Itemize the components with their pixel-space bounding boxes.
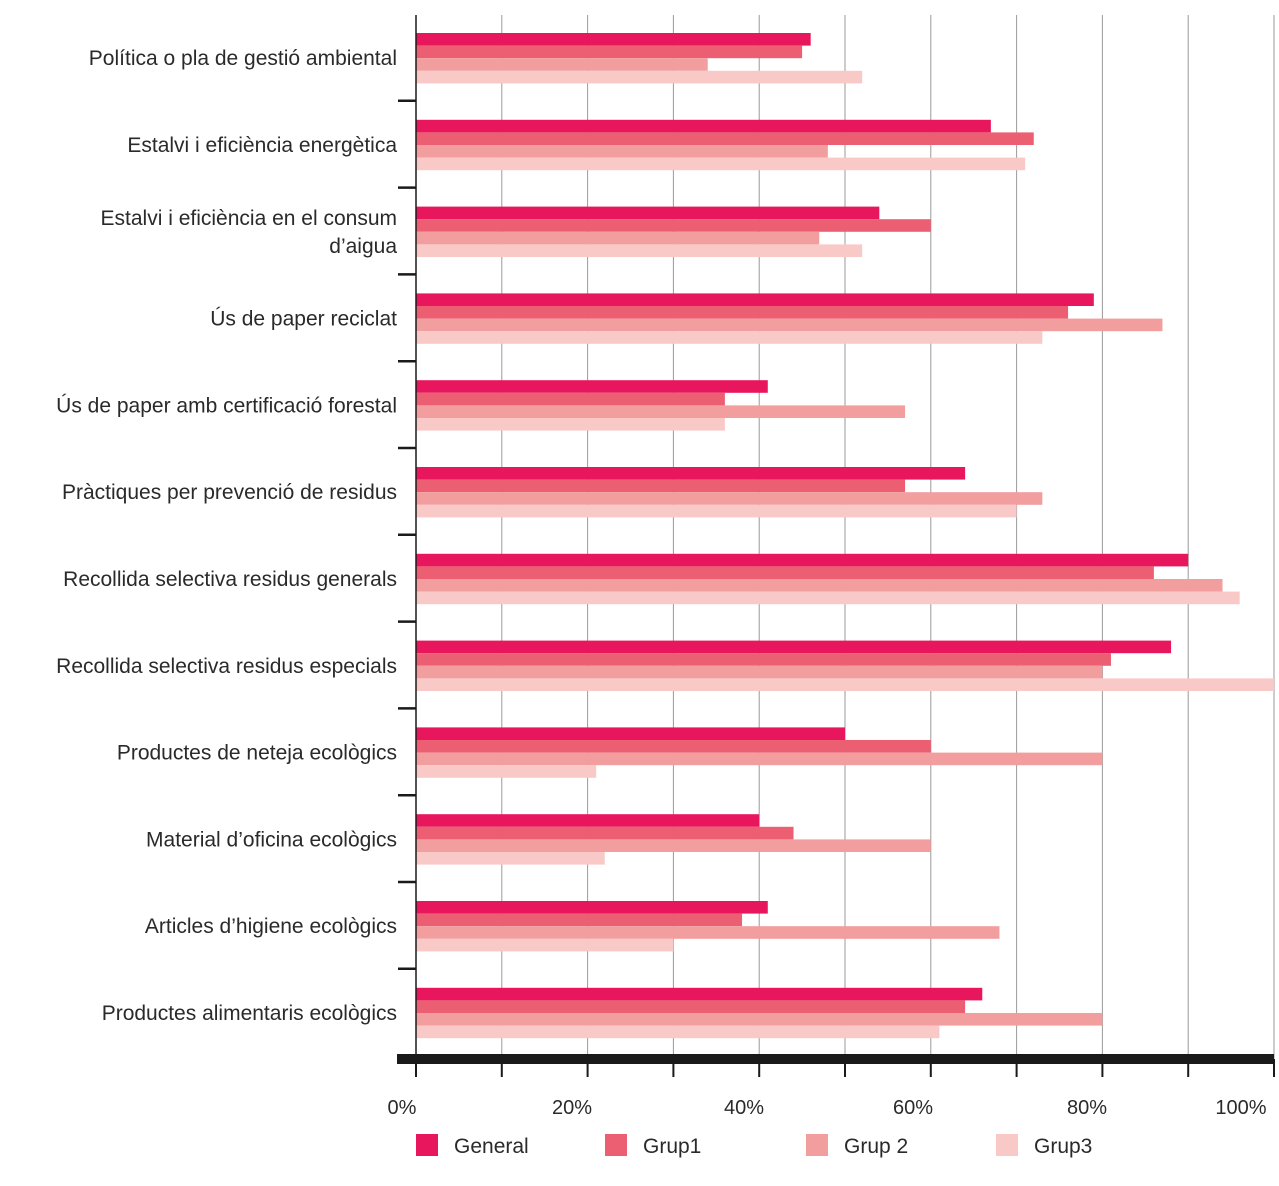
bars	[416, 33, 1274, 1039]
bar	[416, 219, 931, 232]
x-tick-label: 100%	[1215, 1097, 1266, 1119]
x-tick-label: 0%	[388, 1097, 417, 1119]
category-label: Recollida selectiva residus generals	[63, 568, 397, 591]
bar	[416, 206, 880, 220]
category-label: Pràctiques per prevenció de residus	[62, 481, 397, 504]
bar	[416, 380, 768, 393]
bar	[416, 640, 1172, 654]
bar	[416, 231, 820, 245]
category-label: Articles d’higiene ecològics	[145, 915, 397, 938]
bar	[416, 392, 725, 406]
bar	[416, 901, 768, 914]
bar	[416, 504, 1017, 518]
legend-swatch	[416, 1134, 438, 1156]
bar	[416, 839, 931, 852]
bar	[416, 70, 863, 84]
bar	[416, 145, 828, 158]
bar	[416, 566, 1154, 579]
x-tick-labels: 0% 20% 40% 60% 80% 100%	[388, 1097, 1267, 1119]
bar	[416, 405, 906, 418]
bar	[416, 987, 983, 1001]
bar	[416, 119, 991, 133]
bar	[416, 331, 1043, 344]
category-labels: Política o pla de gestió ambiental Estalv…	[56, 47, 397, 1025]
bar	[416, 826, 794, 840]
bar	[416, 1013, 1103, 1026]
category-label: Material d’oficina ecològics	[146, 828, 397, 851]
bar	[416, 306, 1069, 319]
category-label: Ús de paper amb certificació forestal	[56, 394, 397, 417]
category-label: Recollida selectiva residus especials	[56, 655, 397, 678]
bar	[416, 814, 760, 827]
bar	[416, 938, 674, 952]
legend-label: Grup3	[1034, 1135, 1092, 1158]
bar	[416, 926, 1000, 939]
bar	[416, 765, 597, 778]
category-label: Productes de neteja ecològics	[117, 742, 397, 765]
category-label: Estalvi i eficiència energètica	[127, 134, 397, 157]
legend-label: Grup 2	[844, 1135, 908, 1158]
bar	[416, 727, 845, 740]
grid-lines	[501, 15, 1275, 1059]
bar	[416, 33, 811, 46]
bar	[416, 318, 1163, 332]
legend-swatch	[806, 1134, 828, 1156]
x-tick-label: 80%	[1067, 1097, 1107, 1119]
x-tick-label: 20%	[552, 1097, 592, 1119]
bar	[416, 132, 1034, 145]
bar	[416, 678, 1274, 691]
bar	[416, 1025, 940, 1039]
bar	[416, 45, 803, 59]
category-label: Política o pla de gestió ambiental	[89, 47, 397, 70]
bar	[416, 418, 725, 431]
bar	[416, 479, 906, 493]
x-tick-label: 60%	[893, 1097, 933, 1119]
bar	[416, 579, 1223, 592]
category-label: Ús de paper reciclat	[210, 308, 397, 331]
bar	[416, 58, 708, 71]
bar	[416, 591, 1240, 605]
bar	[416, 913, 743, 927]
bar	[416, 293, 1094, 306]
bar	[416, 653, 1111, 666]
bar	[416, 852, 605, 865]
bar	[416, 492, 1043, 505]
x-axis-line	[397, 1054, 1274, 1064]
legend-swatch	[996, 1134, 1018, 1156]
bar	[416, 1000, 966, 1013]
legend-swatch	[605, 1134, 627, 1156]
bar	[416, 157, 1026, 171]
bar	[416, 740, 931, 753]
bar	[416, 665, 1103, 679]
legend: General Grup1 Grup 2 Grup3	[416, 1134, 1092, 1158]
bar	[416, 244, 863, 257]
legend-label: Grup1	[643, 1135, 701, 1158]
category-label: Estalvi i eficiència en el consum d’aigua	[101, 207, 398, 258]
bar	[416, 467, 966, 480]
category-label: Productes alimentaris ecològics	[102, 1002, 397, 1025]
bar	[416, 553, 1189, 567]
bar	[416, 752, 1103, 766]
axes	[397, 15, 1275, 1077]
x-tick-label: 40%	[724, 1097, 764, 1119]
legend-label: General	[454, 1135, 529, 1158]
